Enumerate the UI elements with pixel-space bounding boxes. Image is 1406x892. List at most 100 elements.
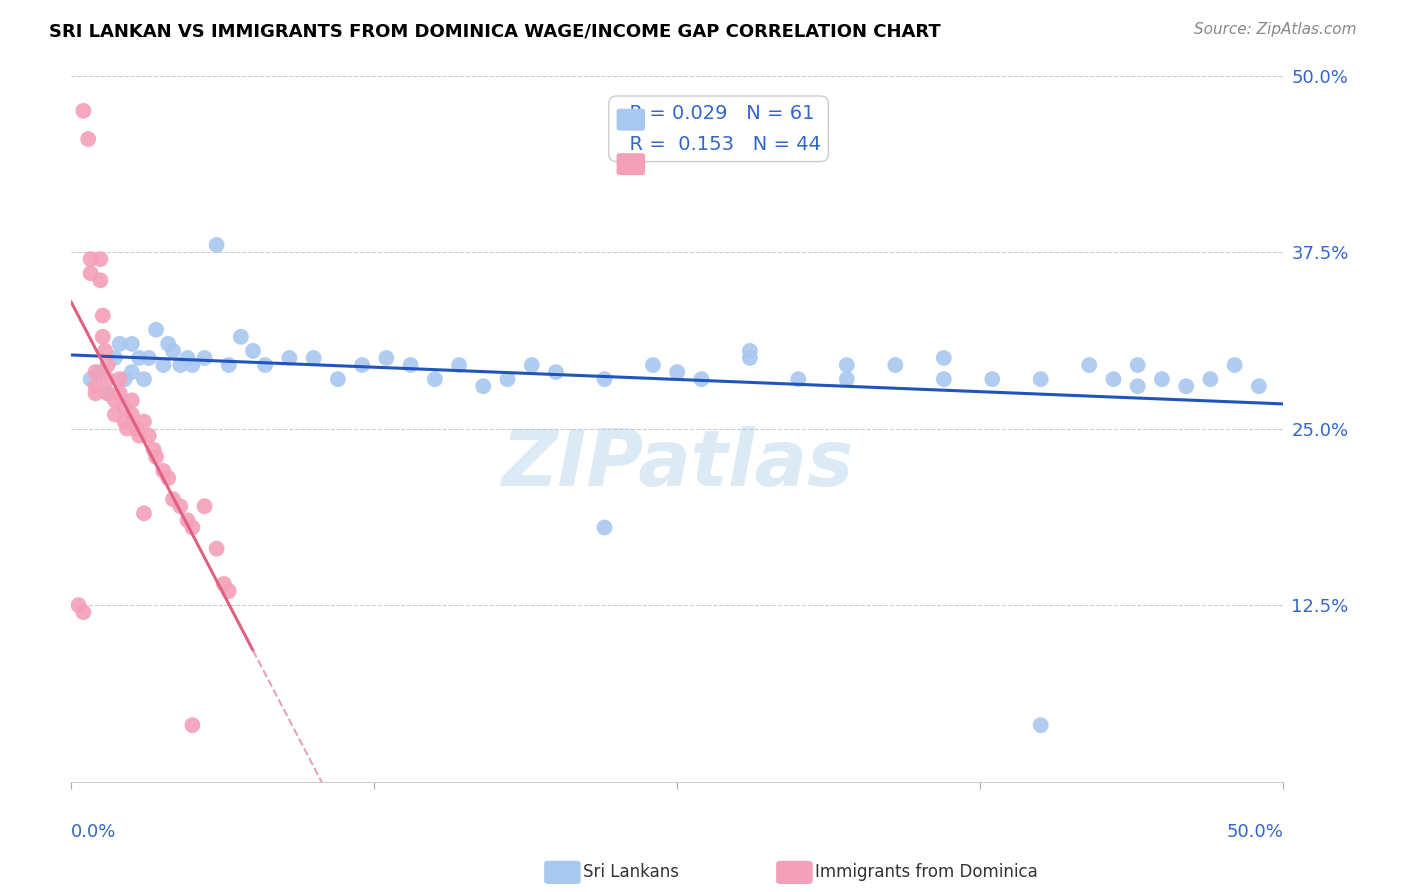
Point: [128, 428, 150, 442]
Point: [1150, 372, 1173, 386]
Point: [447, 358, 470, 372]
Point: [1199, 372, 1222, 386]
Point: [67, 598, 90, 612]
Point: [121, 393, 143, 408]
Point: [496, 372, 519, 386]
Point: [84, 365, 107, 379]
Point: [121, 408, 143, 422]
Point: [108, 336, 131, 351]
Point: [145, 323, 167, 337]
Point: [162, 492, 184, 507]
Text: Immigrants from Dominica: Immigrants from Dominica: [815, 863, 1038, 881]
Point: [181, 718, 204, 732]
Point: [472, 379, 495, 393]
Point: [132, 506, 155, 520]
Point: [108, 372, 131, 386]
Point: [544, 365, 567, 379]
Point: [169, 500, 191, 514]
Point: [1029, 372, 1052, 386]
Point: [84, 386, 107, 401]
Point: [423, 372, 446, 386]
Point: [145, 450, 167, 464]
Point: [218, 584, 240, 599]
Point: [142, 442, 165, 457]
Point: [114, 415, 136, 429]
Point: [157, 471, 180, 485]
Point: [1078, 358, 1101, 372]
Point: [352, 358, 374, 372]
Point: [104, 408, 127, 422]
Point: [132, 415, 155, 429]
Point: [176, 351, 198, 365]
Point: [72, 103, 94, 118]
Point: [79, 252, 101, 266]
Point: [1175, 379, 1198, 393]
Point: [89, 273, 111, 287]
Text: ZIPatlas: ZIPatlas: [501, 425, 853, 502]
Point: [72, 605, 94, 619]
Text: Sri Lankans: Sri Lankans: [583, 863, 679, 881]
Point: [1102, 372, 1125, 386]
Point: [593, 520, 616, 534]
Point: [152, 464, 174, 478]
Point: [1223, 358, 1246, 372]
Point: [254, 358, 277, 372]
Point: [94, 343, 117, 358]
Point: [77, 132, 100, 146]
Point: [152, 358, 174, 372]
Point: [79, 372, 101, 386]
Point: [181, 520, 204, 534]
Text: 0.0%: 0.0%: [72, 823, 117, 841]
Point: [157, 336, 180, 351]
Point: [302, 351, 325, 365]
Point: [128, 351, 150, 365]
Point: [132, 372, 155, 386]
Point: [1247, 379, 1270, 393]
Point: [89, 365, 111, 379]
Point: [1126, 358, 1149, 372]
Point: [91, 309, 114, 323]
Point: [218, 358, 240, 372]
Point: [91, 330, 114, 344]
Point: [520, 358, 543, 372]
Point: [114, 401, 136, 415]
Text: 50.0%: 50.0%: [1226, 823, 1284, 841]
Text: SRI LANKAN VS IMMIGRANTS FROM DOMINICA WAGE/INCOME GAP CORRELATION CHART: SRI LANKAN VS IMMIGRANTS FROM DOMINICA W…: [49, 22, 941, 40]
Point: [176, 513, 198, 527]
Point: [104, 393, 127, 408]
Point: [125, 421, 148, 435]
Point: [79, 266, 101, 280]
Point: [738, 351, 761, 365]
Point: [193, 500, 215, 514]
Point: [593, 372, 616, 386]
Point: [1126, 379, 1149, 393]
Point: [193, 351, 215, 365]
Point: [212, 577, 235, 591]
Point: [84, 379, 107, 393]
Text: R = 0.029   N = 61
  R =  0.153   N = 44: R = 0.029 N = 61 R = 0.153 N = 44: [617, 103, 821, 153]
Point: [242, 343, 264, 358]
Point: [104, 351, 127, 365]
Point: [138, 428, 160, 442]
Point: [835, 358, 858, 372]
Point: [205, 541, 228, 556]
Point: [108, 386, 131, 401]
Point: [97, 358, 120, 372]
FancyBboxPatch shape: [617, 153, 645, 175]
Point: [278, 351, 301, 365]
Point: [169, 358, 191, 372]
Point: [835, 372, 858, 386]
Text: Source: ZipAtlas.com: Source: ZipAtlas.com: [1194, 22, 1357, 37]
Point: [121, 336, 143, 351]
Point: [884, 358, 907, 372]
Point: [121, 365, 143, 379]
Point: [981, 372, 1004, 386]
Point: [690, 372, 713, 386]
Point: [97, 386, 120, 401]
Point: [181, 358, 204, 372]
Point: [138, 351, 160, 365]
Point: [666, 365, 689, 379]
Point: [229, 330, 252, 344]
Point: [375, 351, 398, 365]
Point: [97, 372, 120, 386]
